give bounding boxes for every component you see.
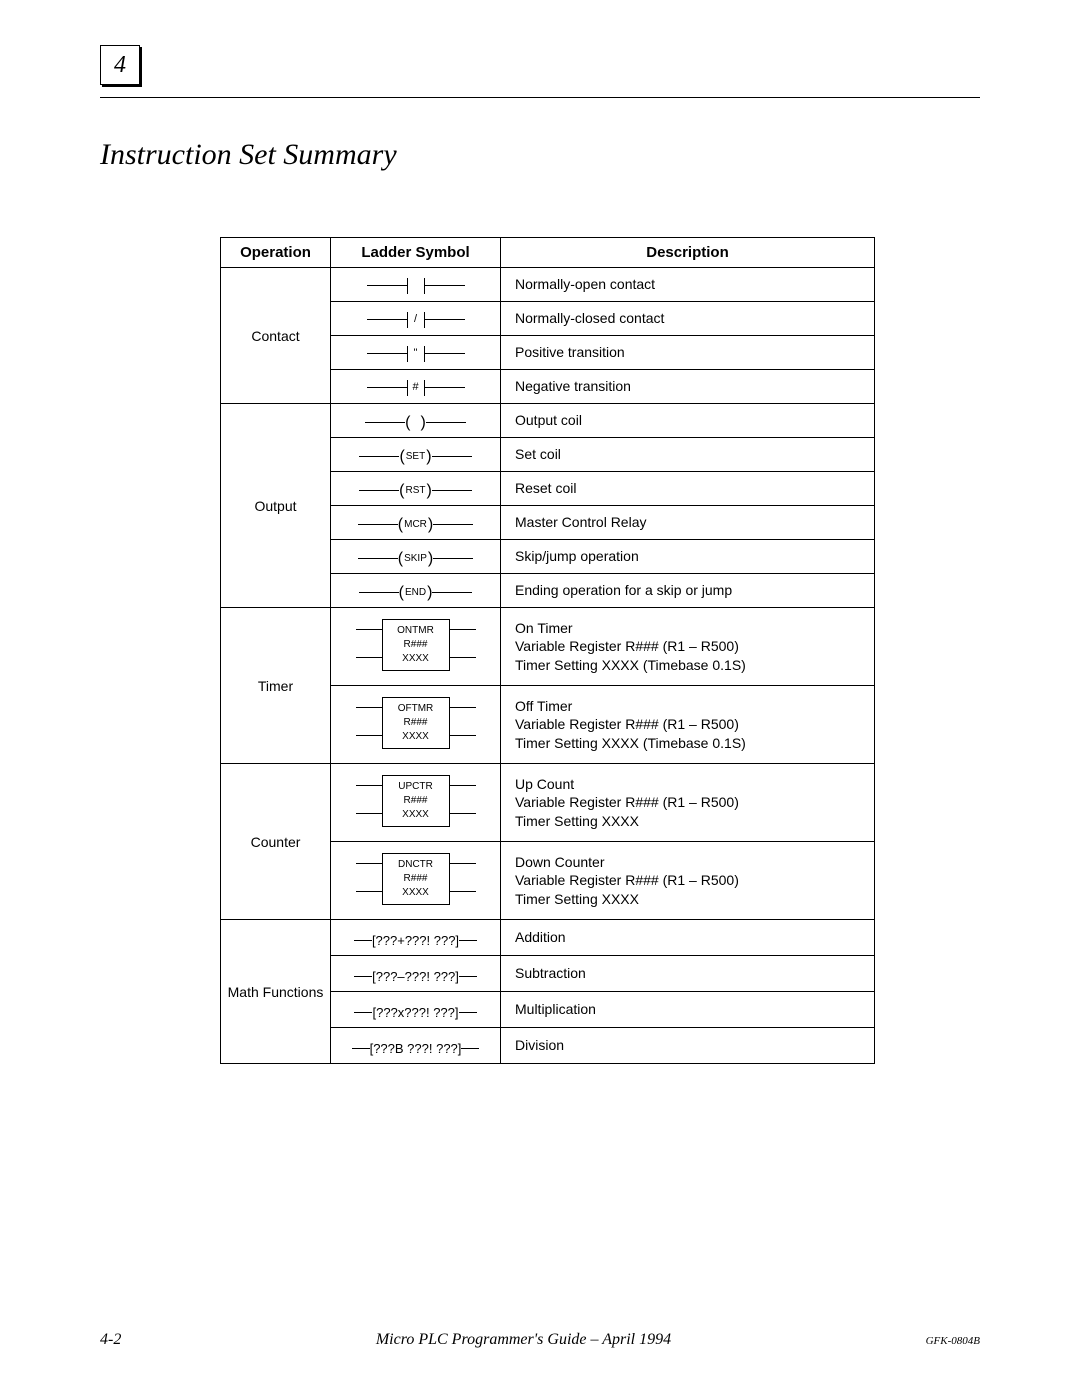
chapter-number: 4 xyxy=(114,52,126,79)
coil-symbol: (MCR) xyxy=(358,517,473,533)
footer-page-number: 4-2 xyxy=(100,1331,121,1349)
instruction-table: Operation Ladder Symbol Description Cont… xyxy=(220,237,875,1064)
description-cell: Addition xyxy=(501,920,875,956)
description-cell: On TimerVariable Register R### (R1 – R50… xyxy=(501,608,875,686)
block-symbol: DNCTRR###XXXX xyxy=(356,851,476,907)
col-desc: Description xyxy=(501,238,875,268)
page-title: Instruction Set Summary xyxy=(100,138,980,172)
table-row: Output ( ) Output coil xyxy=(221,404,875,438)
description-cell: Multiplication xyxy=(501,992,875,1028)
math-symbol: [???x???! ???] xyxy=(354,1005,476,1020)
symbol-cell: OFTMRR###XXXX xyxy=(331,686,501,764)
coil-symbol: ( ) xyxy=(365,415,466,431)
contact-symbol: # xyxy=(367,378,465,398)
col-operation: Operation xyxy=(221,238,331,268)
table-row: Math Functions [???+???! ???] Addition xyxy=(221,920,875,956)
coil-symbol: (END) xyxy=(359,585,473,601)
description-cell: Ending operation for a skip or jump xyxy=(501,574,875,608)
footer-doc-number: GFK-0804B xyxy=(926,1335,980,1347)
symbol-cell: / xyxy=(331,302,501,336)
contact-symbol: / xyxy=(367,310,465,330)
operation-cell: Math Functions xyxy=(221,920,331,1064)
description-cell: Positive transition xyxy=(501,336,875,370)
block-symbol: UPCTRR###XXXX xyxy=(356,773,476,829)
block-symbol: OFTMRR###XXXX xyxy=(356,695,476,751)
symbol-cell: (MCR) xyxy=(331,506,501,540)
description-cell: Division xyxy=(501,1028,875,1064)
operation-cell: Timer xyxy=(221,608,331,764)
description-cell: Up CountVariable Register R### (R1 – R50… xyxy=(501,764,875,842)
table-row: Contact Normally-open contact xyxy=(221,268,875,302)
description-cell: Skip/jump operation xyxy=(501,540,875,574)
symbol-cell: ( ) xyxy=(331,404,501,438)
description-cell: Normally-open contact xyxy=(501,268,875,302)
chapter-badge: 4 xyxy=(100,45,140,85)
symbol-cell: [???+???! ???] xyxy=(331,920,501,956)
symbol-cell: " xyxy=(331,336,501,370)
description-cell: Master Control Relay xyxy=(501,506,875,540)
col-symbol: Ladder Symbol xyxy=(331,238,501,268)
symbol-cell: # xyxy=(331,370,501,404)
description-cell: Subtraction xyxy=(501,956,875,992)
coil-symbol: (SKIP) xyxy=(358,551,473,567)
symbol-cell: (END) xyxy=(331,574,501,608)
page-footer: 4-2 Micro PLC Programmer's Guide – April… xyxy=(100,1331,980,1349)
table-row: Counter UPCTRR###XXXX Up CountVariable R… xyxy=(221,764,875,842)
operation-cell: Counter xyxy=(221,764,331,920)
operation-cell: Output xyxy=(221,404,331,608)
symbol-cell: ONTMRR###XXXX xyxy=(331,608,501,686)
symbol-cell: [???x???! ???] xyxy=(331,992,501,1028)
symbol-cell xyxy=(331,268,501,302)
symbol-cell: (SET) xyxy=(331,438,501,472)
block-symbol: ONTMRR###XXXX xyxy=(356,617,476,673)
symbol-cell: [???–???! ???] xyxy=(331,956,501,992)
description-cell: Down CounterVariable Register R### (R1 –… xyxy=(501,842,875,920)
symbol-cell: (RST) xyxy=(331,472,501,506)
contact-symbol xyxy=(367,276,465,296)
description-cell: Output coil xyxy=(501,404,875,438)
math-symbol: [???B ???! ???] xyxy=(352,1041,480,1056)
coil-symbol: (RST) xyxy=(359,483,472,499)
symbol-cell: DNCTRR###XXXX xyxy=(331,842,501,920)
symbol-cell: [???B ???! ???] xyxy=(331,1028,501,1064)
description-cell: Set coil xyxy=(501,438,875,472)
footer-book-title: Micro PLC Programmer's Guide – April 199… xyxy=(376,1331,671,1349)
math-symbol: [???–???! ???] xyxy=(354,969,477,984)
symbol-cell: (SKIP) xyxy=(331,540,501,574)
description-cell: Off TimerVariable Register R### (R1 – R5… xyxy=(501,686,875,764)
description-cell: Reset coil xyxy=(501,472,875,506)
symbol-cell: UPCTRR###XXXX xyxy=(331,764,501,842)
description-cell: Negative transition xyxy=(501,370,875,404)
contact-symbol: " xyxy=(367,344,465,364)
header-rule xyxy=(100,97,980,98)
description-cell: Normally-closed contact xyxy=(501,302,875,336)
operation-cell: Contact xyxy=(221,268,331,404)
table-row: Timer ONTMRR###XXXX On TimerVariable Reg… xyxy=(221,608,875,686)
coil-symbol: (SET) xyxy=(359,449,471,465)
math-symbol: [???+???! ???] xyxy=(354,933,477,948)
